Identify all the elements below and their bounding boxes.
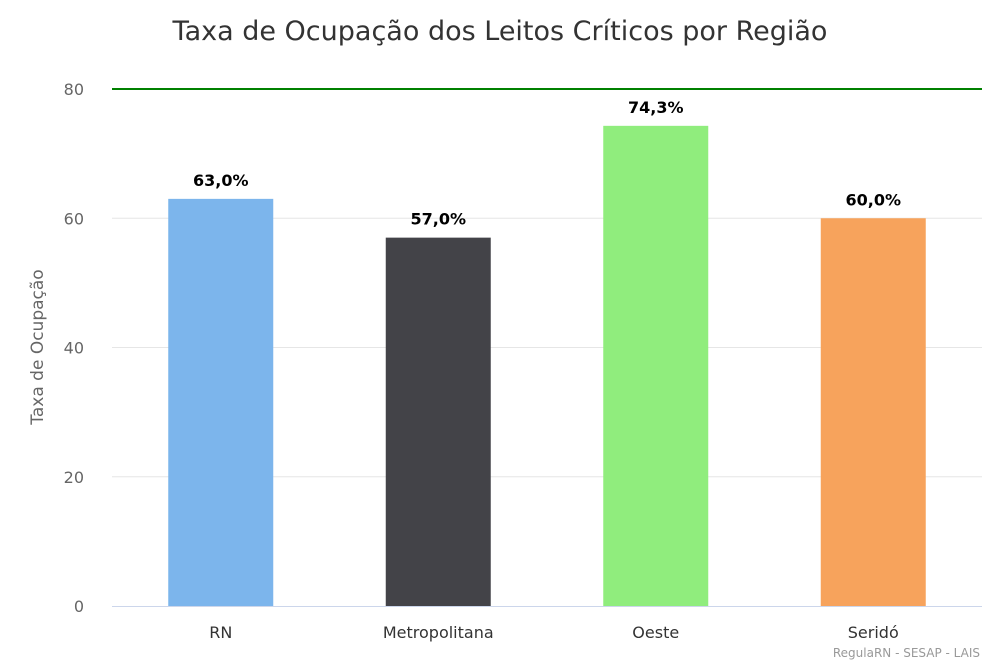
bar [603,125,709,607]
data-label: 63,0% [193,171,249,190]
x-category-label: RN [209,623,232,642]
y-tick-label: 80 [64,80,84,99]
data-labels: 63,0% 57,0% 74,3% 60,0% [193,98,901,229]
y-tick-label: 20 [64,468,84,487]
y-tick-label: 60 [64,209,84,228]
chart-credits: RegulaRN - SESAP - LAIS [833,646,980,660]
data-label: 74,3% [628,98,684,117]
x-axis-categories: RN Metropolitana Oeste Seridó [209,623,899,642]
bar [168,198,274,607]
bar [820,218,926,606]
y-axis-ticks: 0 20 40 60 80 [64,80,84,616]
y-axis-label: Taxa de Ocupação [28,269,48,425]
x-category-label: Oeste [632,623,679,642]
x-category-label: Metropolitana [383,623,494,642]
data-label: 57,0% [410,210,466,229]
y-tick-label: 0 [74,597,84,616]
bar [385,237,491,606]
y-tick-label: 40 [64,339,84,358]
bars [168,125,926,607]
data-label: 60,0% [845,190,901,209]
x-category-label: Seridó [848,623,899,642]
chart-title: Taxa de Ocupação dos Leitos Críticos por… [172,16,828,47]
